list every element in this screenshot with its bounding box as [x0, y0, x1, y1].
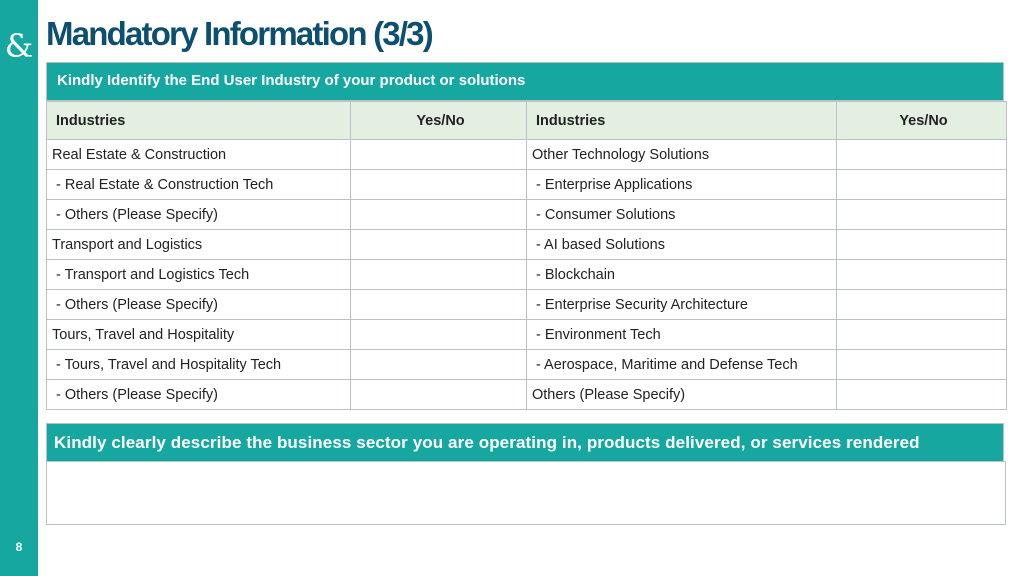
column-header-industries-right: Industries	[526, 101, 837, 140]
business-sector-section-header: Kindly clearly describe the business sec…	[46, 423, 1004, 462]
page-number: 8	[15, 540, 23, 554]
yes-no-input-left[interactable]	[350, 199, 527, 230]
industry-cell-left: Transport and Logistics	[46, 229, 351, 260]
industry-cell-right: Other Technology Solutions	[526, 139, 837, 170]
column-header-yes-no-left: Yes/No	[350, 101, 527, 140]
table-header-row: Industries Yes/No Industries Yes/No	[46, 101, 1007, 140]
industry-table: Industries Yes/No Industries Yes/No Real…	[46, 101, 1007, 410]
yes-no-input-right[interactable]	[836, 319, 1007, 350]
table-row: Tours, Travel and Hospitality - Environm…	[46, 319, 1007, 350]
yes-no-input-left[interactable]	[350, 289, 527, 320]
page-title: Mandatory Information (3/3)	[46, 15, 434, 52]
yes-no-input-right[interactable]	[836, 379, 1007, 410]
industry-cell-left: - Others (Please Specify)	[46, 199, 351, 230]
sidebar: & 8	[0, 0, 38, 576]
industry-cell-right: - Consumer Solutions	[526, 199, 837, 230]
table-row: - Tours, Travel and Hospitality Tech - A…	[46, 349, 1007, 380]
yes-no-input-left[interactable]	[350, 259, 527, 290]
industry-cell-right: - Environment Tech	[526, 319, 837, 350]
yes-no-input-right[interactable]	[836, 259, 1007, 290]
yes-no-input-left[interactable]	[350, 319, 527, 350]
yes-no-input-right[interactable]	[836, 349, 1007, 380]
industry-section-header: Kindly Identify the End User Industry of…	[46, 62, 1004, 101]
yes-no-input-left[interactable]	[350, 379, 527, 410]
industry-cell-right: - Enterprise Applications	[526, 169, 837, 200]
yes-no-input-right[interactable]	[836, 289, 1007, 320]
business-sector-answer-box[interactable]	[46, 461, 1006, 525]
industry-cell-left: - Tours, Travel and Hospitality Tech	[46, 349, 351, 380]
industry-cell-right: - Enterprise Security Architecture	[526, 289, 837, 320]
industry-cell-right: - Aerospace, Maritime and Defense Tech	[526, 349, 837, 380]
table-row: - Others (Please Specify) - Enterprise S…	[46, 289, 1007, 320]
industry-cell-left: - Transport and Logistics Tech	[46, 259, 351, 290]
industry-cell-right: - AI based Solutions	[526, 229, 837, 260]
column-header-industries-left: Industries	[46, 101, 351, 140]
industry-cell-right: Others (Please Specify)	[526, 379, 837, 410]
yes-no-input-right[interactable]	[836, 199, 1007, 230]
table-row: - Real Estate & Construction Tech - Ente…	[46, 169, 1007, 200]
yes-no-input-left[interactable]	[350, 139, 527, 170]
table-row: - Others (Please Specify) - Consumer Sol…	[46, 199, 1007, 230]
ampersand-logo-icon: &	[4, 27, 34, 65]
industry-cell-left: - Others (Please Specify)	[46, 379, 351, 410]
yes-no-input-left[interactable]	[350, 169, 527, 200]
yes-no-input-left[interactable]	[350, 229, 527, 260]
yes-no-input-right[interactable]	[836, 229, 1007, 260]
industry-cell-left: - Others (Please Specify)	[46, 289, 351, 320]
yes-no-input-left[interactable]	[350, 349, 527, 380]
yes-no-input-right[interactable]	[836, 139, 1007, 170]
table-row: - Others (Please Specify) Others (Please…	[46, 379, 1007, 410]
industry-cell-left: Real Estate & Construction	[46, 139, 351, 170]
yes-no-input-right[interactable]	[836, 169, 1007, 200]
table-row: - Transport and Logistics Tech - Blockch…	[46, 259, 1007, 290]
industry-cell-left: Tours, Travel and Hospitality	[46, 319, 351, 350]
table-row: Real Estate & Construction Other Technol…	[46, 139, 1007, 170]
table-row: Transport and Logistics - AI based Solut…	[46, 229, 1007, 260]
industry-cell-left: - Real Estate & Construction Tech	[46, 169, 351, 200]
industry-cell-right: - Blockchain	[526, 259, 837, 290]
column-header-yes-no-right: Yes/No	[836, 101, 1007, 140]
